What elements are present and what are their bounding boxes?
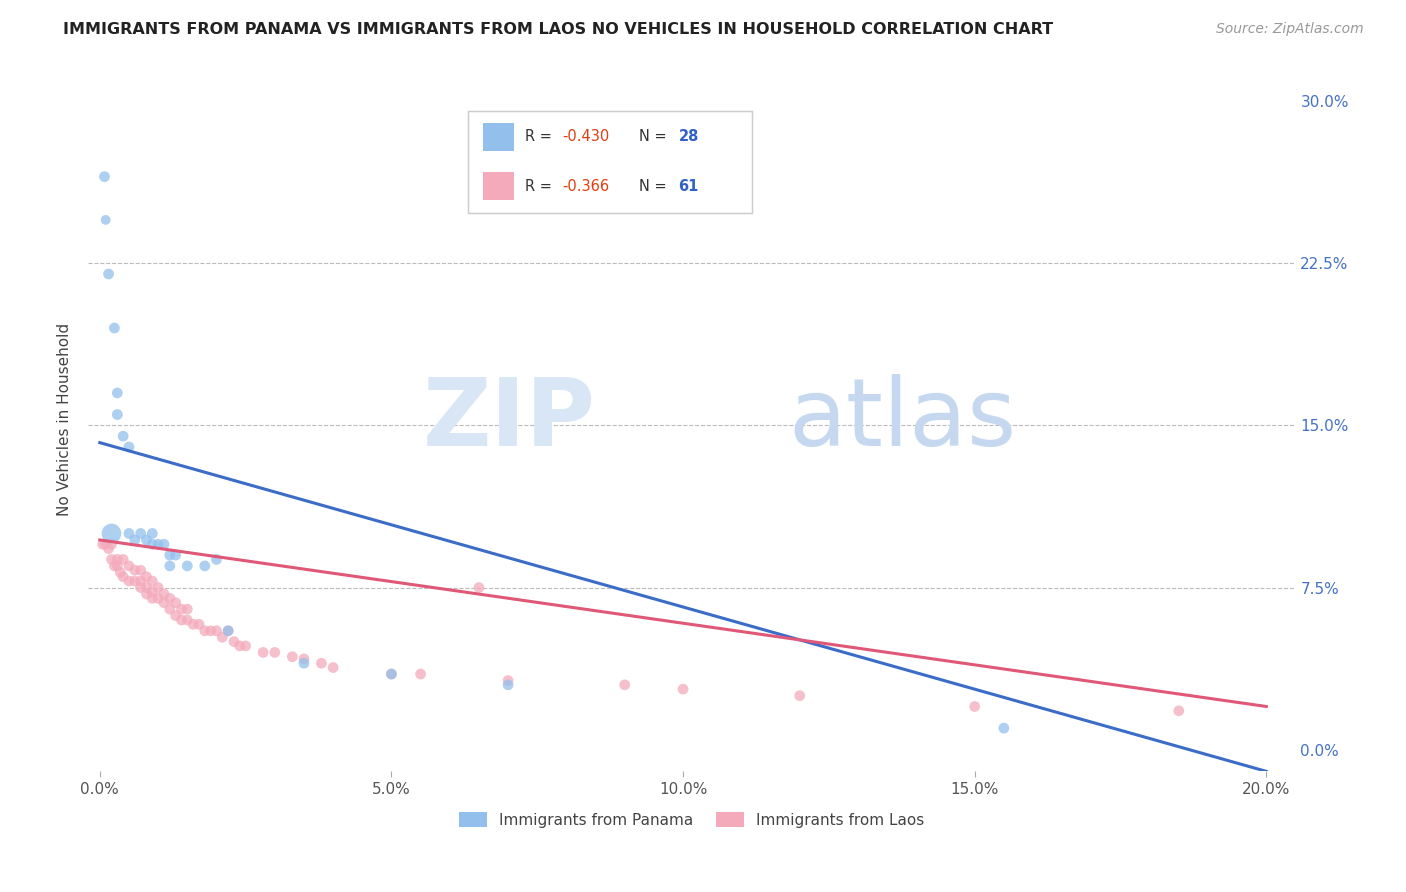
Text: ZIP: ZIP (422, 374, 595, 466)
Point (129, 563, 152, 577)
Point (110, 566, 132, 580)
Point (496, 678, 519, 692)
Point (159, 548, 181, 562)
Point (252, 645, 274, 659)
Point (124, 533, 146, 547)
Point (789, 689, 811, 703)
Point (229, 639, 252, 653)
Point (112, 570, 135, 584)
Point (672, 682, 695, 697)
Point (141, 591, 163, 606)
Point (105, 385, 128, 400)
Point (94, 213, 117, 227)
Point (211, 630, 233, 644)
Point (100, 552, 122, 566)
Point (170, 613, 193, 627)
Point (103, 321, 125, 335)
Point (1167, 704, 1189, 718)
Point (124, 563, 146, 577)
Point (105, 408, 128, 422)
Point (105, 558, 128, 573)
Point (135, 587, 157, 601)
Point (124, 574, 146, 588)
Point (963, 699, 986, 714)
Point (380, 667, 402, 681)
Point (205, 552, 228, 566)
Point (135, 581, 157, 595)
Point (292, 657, 315, 671)
Point (129, 574, 152, 588)
Point (993, 721, 1015, 735)
Point (170, 602, 193, 616)
Point (135, 533, 157, 547)
Point (103, 558, 125, 573)
Point (118, 526, 141, 541)
Point (380, 667, 402, 681)
Point (159, 558, 181, 573)
Point (94, 537, 117, 551)
Point (165, 596, 187, 610)
Point (129, 581, 152, 595)
Point (91, 537, 114, 551)
Point (97, 267, 120, 281)
Point (194, 558, 217, 573)
Point (468, 581, 491, 595)
Point (281, 649, 304, 664)
Point (153, 587, 176, 601)
Point (165, 608, 187, 623)
Point (141, 585, 163, 599)
Point (112, 429, 135, 443)
Point (146, 537, 169, 551)
Point (93, 169, 115, 184)
Legend: Immigrants from Panama, Immigrants from Laos: Immigrants from Panama, Immigrants from … (453, 806, 931, 834)
Text: IMMIGRANTS FROM PANAMA VS IMMIGRANTS FROM LAOS NO VEHICLES IN HOUSEHOLD CORRELAT: IMMIGRANTS FROM PANAMA VS IMMIGRANTS FRO… (63, 22, 1053, 37)
Point (146, 591, 169, 606)
Point (146, 581, 169, 595)
Point (176, 613, 198, 627)
Point (135, 570, 157, 584)
Point (141, 537, 163, 551)
Point (129, 526, 152, 541)
Point (100, 526, 122, 541)
Y-axis label: No Vehicles in Household: No Vehicles in Household (58, 324, 72, 516)
Point (97, 541, 120, 556)
Point (496, 673, 519, 688)
Point (118, 440, 141, 454)
Point (181, 617, 204, 632)
Point (217, 624, 239, 638)
Point (153, 537, 176, 551)
Point (100, 537, 122, 551)
Point (105, 552, 128, 566)
Point (263, 645, 285, 659)
Point (322, 660, 344, 674)
Point (235, 639, 257, 653)
Point (118, 558, 141, 573)
Point (118, 574, 141, 588)
Point (217, 624, 239, 638)
Point (311, 657, 333, 671)
Text: atlas: atlas (789, 374, 1017, 466)
Text: Source: ZipAtlas.com: Source: ZipAtlas.com (1216, 22, 1364, 37)
Point (165, 548, 187, 562)
Point (409, 667, 432, 681)
Point (159, 591, 181, 606)
Point (292, 652, 315, 666)
Point (112, 552, 135, 566)
Point (194, 624, 217, 638)
Point (200, 624, 222, 638)
Point (613, 678, 636, 692)
Point (205, 624, 228, 638)
Point (176, 602, 198, 616)
Point (159, 602, 181, 616)
Point (188, 617, 211, 632)
Point (222, 634, 245, 648)
Point (153, 596, 176, 610)
Point (176, 558, 198, 573)
Point (141, 574, 163, 588)
Point (141, 526, 163, 541)
